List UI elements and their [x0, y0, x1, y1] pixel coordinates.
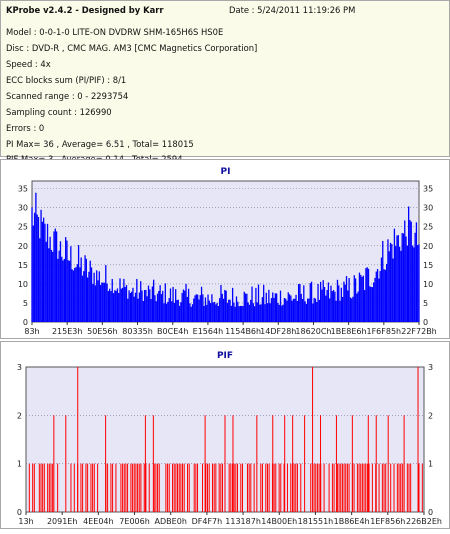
y-tick-label-left: 30	[18, 204, 28, 213]
x-tick-label: 80335h	[122, 327, 153, 336]
error-count: Errors : 0	[6, 123, 45, 133]
y-tick-label-right: 25	[423, 223, 433, 232]
x-tick-label: ADBE0h	[155, 517, 187, 526]
y-tick-label-left: 0	[23, 318, 28, 327]
y-tick-label-left: 2	[17, 411, 22, 420]
chart-title: PIF	[217, 351, 233, 361]
x-tick-label: 215E3h	[52, 327, 82, 336]
chart-title: PI	[221, 167, 231, 177]
x-tick-label: 113187h	[225, 517, 261, 526]
pi-chart-panel: PI 0 0 5 5 10 10 15 15 20 20 25 25 30 30 35 35 83h 215E3h 5…	[0, 159, 450, 339]
pi-chart: PI 0 0 5 5 10 10 15 15 20 20 25 25 30 30 35 35 83h 215E3h 5…	[18, 167, 437, 336]
y-tick-label-right: 20	[423, 242, 433, 251]
app-title: KProbe v2.4.2 - Designed by Karr	[6, 5, 164, 15]
scan-speed: Speed : 4x	[6, 59, 51, 69]
x-tick-label: 226B2Eh	[406, 517, 442, 526]
y-tick-label-left: 25	[18, 223, 28, 232]
y-tick-label-right: 0	[423, 318, 428, 327]
disc-info-panel: KProbe v2.4.2 - Designed by Karr Date : …	[0, 0, 450, 164]
x-tick-label: 14DF28h	[260, 327, 296, 336]
pi-summary: PI Max= 36 , Average= 6.51 , Total= 1180…	[6, 139, 194, 149]
sampling-count: Sampling count : 126990	[6, 107, 112, 117]
x-tick-label: 18620Ch	[295, 327, 331, 336]
y-tick-label-right: 15	[423, 261, 433, 270]
y-tick-label-left: 20	[18, 242, 28, 251]
x-tick-label: 83h	[24, 327, 39, 336]
x-tick-label: 7E006h	[119, 517, 149, 526]
pif-chart-panel: PIF 0 0 1 1 2 2 3 3 13h 2091Eh 4EE04h 7E006h ADBE0h DF…	[0, 341, 450, 529]
disc-type: Disc : DVD-R , CMC MAG. AM3 [CMC Magneti…	[6, 43, 258, 53]
y-tick-label-left: 3	[17, 363, 22, 372]
drive-model: Model : 0-0-1-0 LITE-ON DVDRW SHM-165H6S…	[6, 27, 224, 37]
x-tick-label: 1F6F85h	[366, 327, 401, 336]
x-tick-label: 181551h	[298, 517, 334, 526]
scanned-range: Scanned range : 0 - 2293754	[6, 91, 129, 101]
y-tick-label-right: 30	[423, 204, 433, 213]
y-tick-label-left: 15	[18, 261, 28, 270]
y-tick-label-right: 35	[423, 185, 433, 194]
y-tick-label-right: 1	[428, 460, 433, 469]
y-tick-label-right: 0	[428, 508, 433, 517]
x-tick-label: 1154B6h	[225, 327, 261, 336]
x-tick-label: 50E56h	[87, 327, 117, 336]
y-tick-label-right: 5	[423, 299, 428, 308]
y-tick-label-right: 3	[428, 363, 433, 372]
x-tick-label: 4EE04h	[83, 517, 113, 526]
x-tick-label: 2091Eh	[47, 517, 77, 526]
y-tick-label-right: 2	[428, 411, 433, 420]
pif-chart: PIF 0 0 1 1 2 2 3 3 13h 2091Eh 4EE04h 7E006h ADBE0h DF…	[17, 351, 442, 526]
y-tick-label-left: 0	[17, 508, 22, 517]
x-tick-label: 1EF856h	[370, 517, 405, 526]
x-tick-label: DF4F7h	[192, 517, 223, 526]
y-tick-label-left: 10	[18, 280, 28, 289]
y-tick-label-left: 35	[18, 185, 28, 194]
y-tick-label-left: 5	[23, 299, 28, 308]
ecc-blocks: ECC blocks sum (PI/PIF) : 8/1	[6, 75, 127, 85]
y-tick-label-left: 1	[17, 460, 22, 469]
x-tick-label: 1BE8E6h	[331, 327, 367, 336]
scan-date: Date : 5/24/2011 11:19:26 PM	[229, 5, 356, 15]
x-tick-label: 22F72Bh	[401, 327, 437, 336]
x-tick-label: 1B86E4h	[334, 517, 370, 526]
x-tick-label: B0CE4h	[157, 327, 188, 336]
y-tick-label-right: 10	[423, 280, 433, 289]
x-tick-label: E1564h	[193, 327, 223, 336]
x-tick-label: 13h	[18, 517, 33, 526]
x-tick-label: 14B00Eh	[261, 517, 297, 526]
